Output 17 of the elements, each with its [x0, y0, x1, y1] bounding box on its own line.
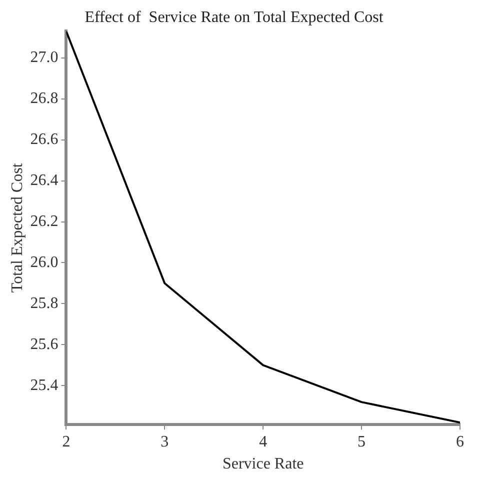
x-tick-label: 5 — [358, 433, 366, 450]
x-tick-label: 6 — [456, 433, 464, 450]
y-tick-label: 25.8 — [30, 294, 58, 312]
y-tick-label: 25.4 — [30, 376, 58, 394]
x-tick-label: 3 — [160, 433, 169, 450]
y-tick-label: 26.4 — [30, 172, 58, 189]
x-axis-title: Service Rate — [222, 456, 304, 473]
chart-title: Effect of Service Rate on Total Expected Cost — [84, 8, 384, 26]
y-tick-label: 26.2 — [30, 212, 58, 230]
y-tick-label: 26.8 — [30, 90, 58, 108]
y-tick-label: 25.6 — [30, 336, 58, 353]
y-tick-label: 27.0 — [30, 49, 58, 66]
y-axis-title: Total Expected Cost — [8, 162, 26, 293]
y-tick-label: 26.0 — [30, 254, 58, 271]
x-tick-label: 4 — [259, 433, 268, 450]
y-tick-label: 26.6 — [30, 131, 58, 148]
x-tick-label: 2 — [62, 433, 70, 450]
